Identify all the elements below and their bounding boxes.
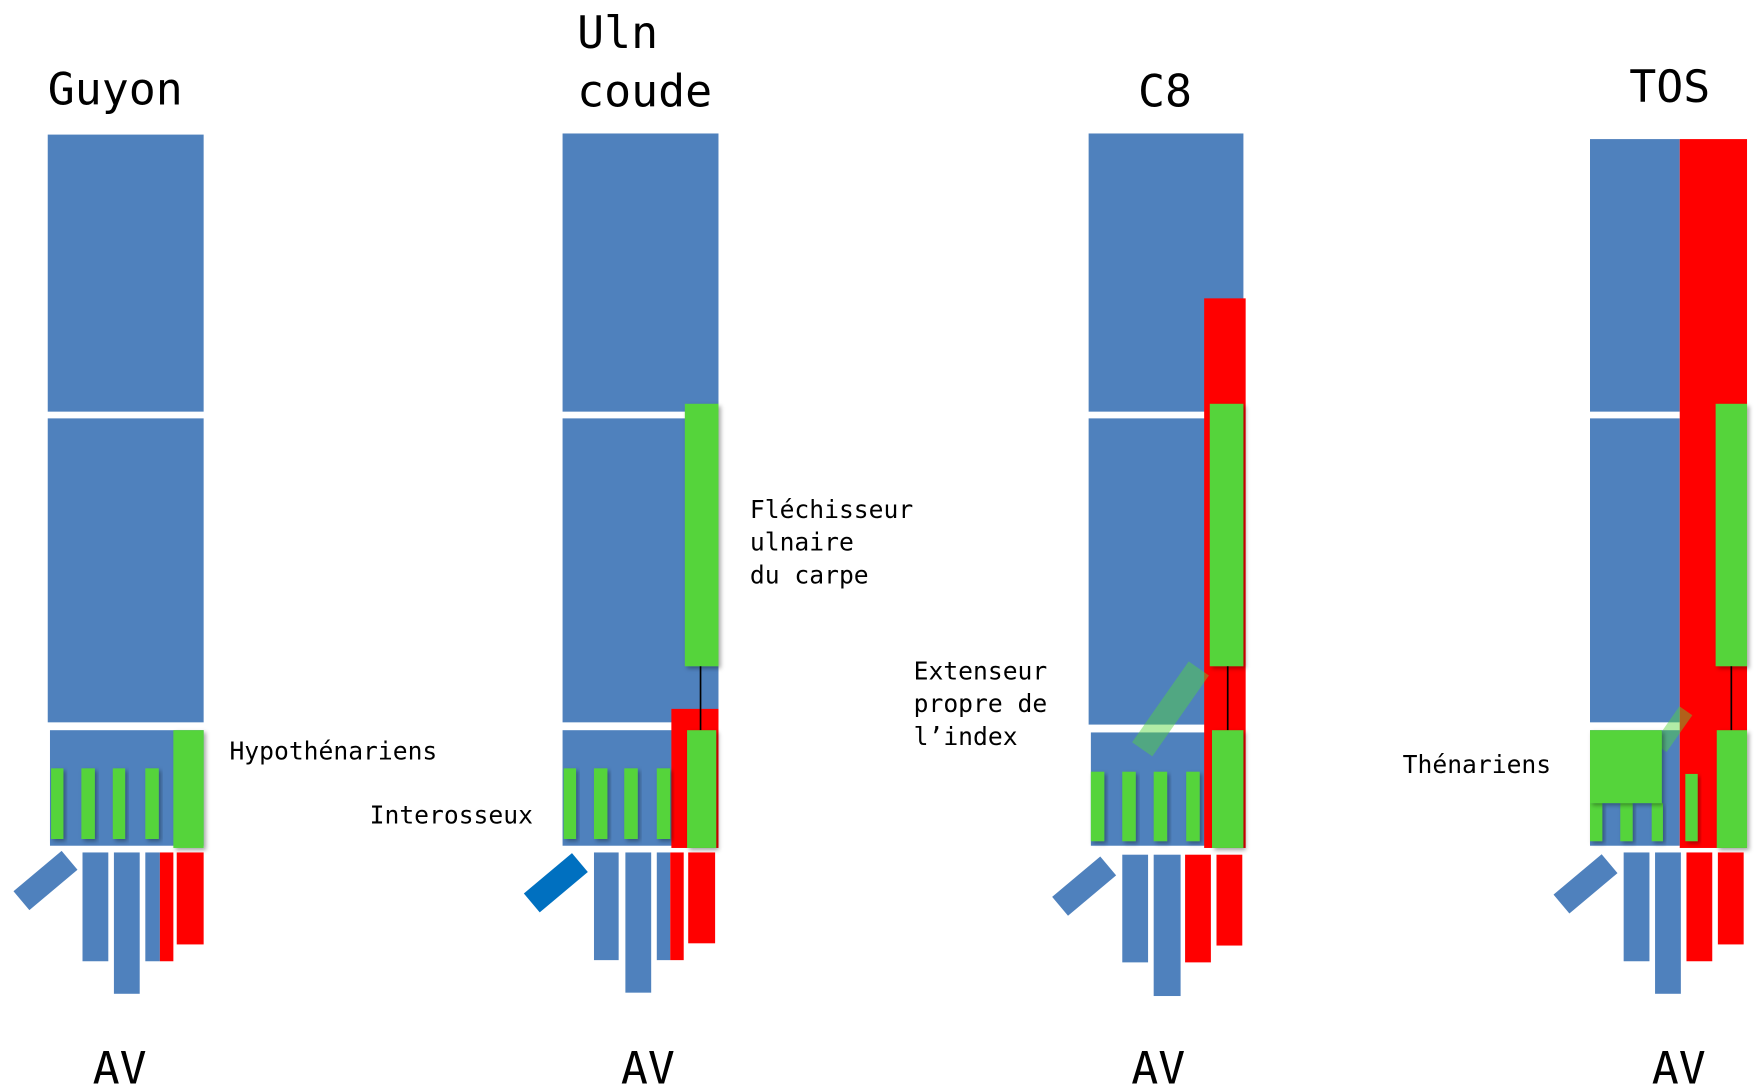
thumb <box>524 853 588 912</box>
panel-title: TOS <box>1629 60 1710 113</box>
panel-footer: AV <box>621 1042 675 1088</box>
muscle <box>51 768 63 839</box>
panel-title: coude <box>577 65 712 118</box>
muscle <box>1210 404 1244 666</box>
muscle <box>624 768 637 839</box>
finger <box>1686 852 1712 961</box>
label: Fléchisseur <box>750 495 913 524</box>
finger <box>594 852 619 960</box>
finger <box>625 852 651 992</box>
diagram: Guyon Uln coude C8 TOS Hypothénariens <box>0 0 1760 1088</box>
upper-arm <box>1590 139 1680 412</box>
muscle <box>594 768 607 839</box>
thumb <box>1052 856 1116 915</box>
muscle <box>1717 730 1747 848</box>
finger <box>160 852 173 961</box>
finger <box>177 852 204 944</box>
muscle <box>1154 772 1167 842</box>
finger <box>145 852 160 961</box>
panel-footer: AV <box>1652 1042 1706 1088</box>
muscle <box>1212 730 1243 848</box>
finger <box>1655 852 1681 993</box>
muscle <box>1186 772 1199 842</box>
arm-ulnar-elbow <box>524 133 719 992</box>
thumb <box>14 851 78 910</box>
label: Extenseur <box>914 657 1048 686</box>
label: l’index <box>914 722 1018 751</box>
label: propre de <box>914 689 1048 718</box>
finger <box>657 852 670 960</box>
label: Thénariens <box>1403 750 1551 779</box>
muscle <box>1685 774 1697 841</box>
panel-title: Guyon <box>48 62 183 115</box>
panel-title: C8 <box>1138 65 1192 118</box>
muscle <box>145 768 158 839</box>
muscle <box>657 768 670 839</box>
panel-title: Uln <box>577 6 658 59</box>
label: Hypothénariens <box>229 736 437 765</box>
finger <box>83 852 109 961</box>
finger <box>1216 855 1242 946</box>
upper-arm <box>48 135 204 412</box>
muscle <box>1590 803 1602 841</box>
muscle <box>687 730 716 848</box>
muscle <box>1620 803 1632 841</box>
muscle <box>1091 772 1104 842</box>
muscle <box>1590 730 1662 803</box>
muscle <box>1652 803 1663 841</box>
panel-footer: AV <box>1131 1042 1185 1088</box>
forearm <box>48 418 204 722</box>
arm-c8 <box>1052 133 1246 996</box>
label: ulnaire <box>750 528 854 557</box>
finger <box>1718 852 1744 944</box>
muscle <box>685 404 719 666</box>
muscle <box>1122 772 1135 842</box>
arm-tos <box>1554 139 1748 994</box>
finger <box>688 852 715 943</box>
panel-footer: AV <box>93 1042 147 1088</box>
finger <box>670 852 683 960</box>
muscle <box>81 768 94 839</box>
page: {"panels": [ {"title": ["Guyon"], "foote… <box>0 0 1760 1088</box>
finger <box>114 852 140 993</box>
label: du carpe <box>750 560 869 589</box>
arm-guyon <box>14 135 204 994</box>
label: Interosseux <box>370 800 533 829</box>
finger <box>1122 855 1148 963</box>
finger <box>1154 855 1181 996</box>
muscle <box>113 768 125 839</box>
muscle <box>173 730 203 848</box>
muscle <box>1716 404 1747 666</box>
thumb <box>1554 854 1618 913</box>
finger <box>1624 852 1650 961</box>
finger <box>1185 855 1211 963</box>
upper-arm <box>563 133 719 411</box>
muscle <box>564 768 576 839</box>
forearm <box>1590 418 1680 722</box>
